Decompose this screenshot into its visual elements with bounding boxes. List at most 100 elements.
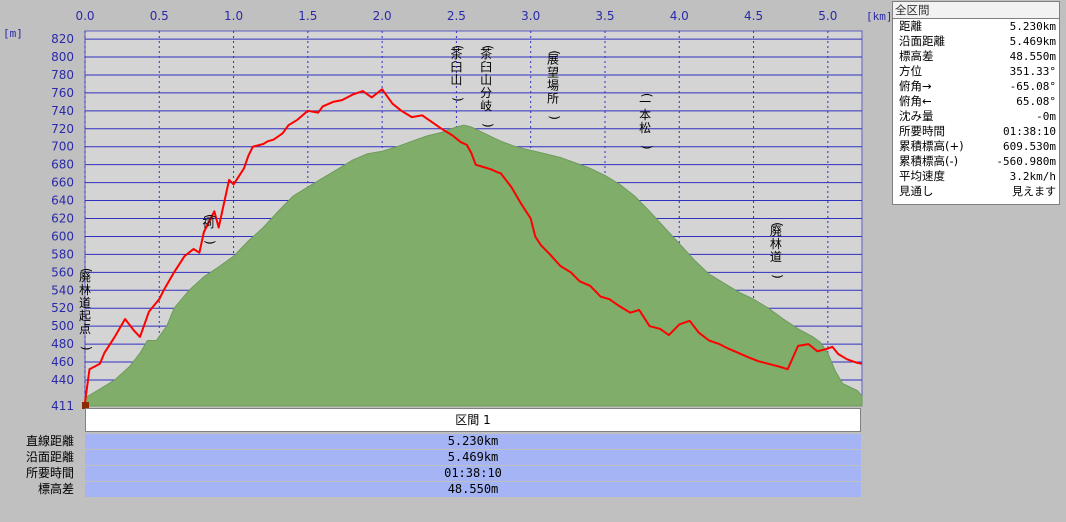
- section-row: 直線距離 5.230km: [0, 434, 866, 449]
- route-line: [84, 88, 863, 403]
- stats-row: 見通し 見えます: [893, 184, 1059, 199]
- annotations-layer: (廃林道起点) (祠) (茶臼山) (茶臼山分岐) (展望場所) (一本松) (廃林道): [79, 45, 784, 351]
- section-label: 標高差: [37, 482, 74, 496]
- stats-value: 351.33°: [1009, 65, 1056, 78]
- y-tick-label: 720: [51, 122, 74, 136]
- stats-row: 所要時間 01:38:10: [893, 124, 1059, 139]
- y-tick-label: 620: [51, 212, 74, 226]
- stats-label: 見通し: [899, 184, 934, 198]
- route-annotation: (祠): [202, 214, 217, 245]
- stats-value: 見えます: [1012, 185, 1056, 198]
- route-annotation: (茶臼山分岐): [480, 45, 495, 128]
- y-tick-label: 480: [51, 337, 74, 351]
- y-tick-label: 640: [51, 194, 74, 208]
- stats-label: 沈み量: [899, 109, 934, 123]
- stats-panel: 全区間 距離 5.230km 沿面距離 5.469km 標高差 48.550m 方位 351.…: [892, 1, 1060, 205]
- x-tick-label: 3.5: [595, 9, 614, 23]
- y-tick-label: 560: [51, 265, 74, 279]
- section-value: 5.469km: [85, 450, 861, 465]
- route-annotation: (廃林道): [770, 222, 785, 279]
- stats-value: 609.530m: [1003, 140, 1056, 153]
- stats-value: -65.08°: [1009, 80, 1056, 93]
- y-axis-ticks: 440 460 480 500 520 540 560 580 600 620 640 660 680 7…: [51, 32, 74, 413]
- stats-value: -0m: [1036, 110, 1056, 123]
- y-tick-label: 800: [51, 50, 74, 64]
- stats-panel-title: 全区間: [893, 2, 1059, 19]
- x-axis-ticks: 0.0 0.5 1.0 1.5 2.0 2.5 3.0 3.5 4.0 4.5 5.0: [75, 9, 837, 23]
- y-tick-label: 580: [51, 247, 74, 261]
- x-tick-label: 4.0: [670, 9, 689, 23]
- stats-label: 俯角←: [899, 94, 932, 108]
- stats-value: 5.469km: [1009, 35, 1056, 48]
- terrain-layer: [84, 124, 863, 407]
- stats-value: 5.230km: [1009, 20, 1056, 33]
- y-tick-label: 700: [51, 140, 74, 154]
- y-min-label: 411: [51, 399, 74, 413]
- x-tick-label: 3.0: [521, 9, 540, 23]
- x-tick-label: 0.0: [75, 9, 94, 23]
- route-layer: [84, 88, 863, 403]
- stats-row: 沈み量 -0m: [893, 109, 1059, 124]
- x-tick-label: 2.0: [373, 9, 392, 23]
- stats-value: -560.980m: [996, 155, 1056, 168]
- stats-row: 俯角← 65.08°: [893, 94, 1059, 109]
- stats-value: 65.08°: [1016, 95, 1056, 108]
- stats-value: 48.550m: [1009, 50, 1056, 63]
- stats-value: 3.2km/h: [1009, 170, 1056, 183]
- section-label: 沿面距離: [25, 450, 74, 464]
- route-annotation: (展望場所): [547, 50, 562, 120]
- y-tick-label: 780: [51, 68, 74, 82]
- stats-row: 累積標高(+) 609.530m: [893, 139, 1059, 154]
- x-tick-label: 0.5: [150, 9, 169, 23]
- section-row: 所要時間 01:38:10: [0, 466, 866, 481]
- stats-value: 01:38:10: [1003, 125, 1056, 138]
- y-tick-label: 440: [51, 373, 74, 387]
- y-tick-label: 460: [51, 355, 74, 369]
- x-tick-label: 1.0: [224, 9, 243, 23]
- x-unit-label: [km]: [866, 10, 893, 23]
- stats-label: 累積標高(-): [899, 154, 959, 168]
- stats-label: 距離: [899, 19, 922, 33]
- stats-label: 累積標高(+): [899, 139, 964, 153]
- stats-label: 所要時間: [899, 124, 945, 138]
- stats-label: 沿面距離: [899, 34, 945, 48]
- start-marker: [82, 402, 89, 409]
- x-tick-label: 5.0: [818, 9, 837, 23]
- y-tick-label: 740: [51, 104, 74, 118]
- section-header[interactable]: 区間 1: [85, 408, 861, 432]
- terrain-area: [84, 124, 863, 407]
- stats-row: 俯角→ -65.08°: [893, 79, 1059, 94]
- stats-row: 標高差 48.550m: [893, 49, 1059, 64]
- section-value: 5.230km: [85, 434, 861, 449]
- y-tick-label: 500: [51, 319, 74, 333]
- section-label: 直線距離: [25, 434, 74, 448]
- x-tick-label: 1.5: [298, 9, 317, 23]
- section-value: 48.550m: [85, 482, 861, 497]
- stats-row: 方位 351.33°: [893, 64, 1059, 79]
- stats-row: 距離 5.230km: [893, 19, 1059, 34]
- stats-label: 方位: [899, 64, 922, 78]
- x-tick-label: 2.5: [447, 9, 466, 23]
- stats-row: 平均速度 3.2km/h: [893, 169, 1059, 184]
- stats-label: 平均速度: [899, 169, 945, 183]
- section-row: 沿面距離 5.469km: [0, 450, 866, 465]
- y-tick-label: 820: [51, 32, 74, 46]
- y-tick-label: 540: [51, 283, 74, 297]
- route-annotation: (廃林道起点): [79, 268, 94, 351]
- stats-row: 沿面距離 5.469km: [893, 34, 1059, 49]
- y-tick-label: 600: [51, 229, 74, 243]
- y-unit-label: [m]: [3, 27, 23, 40]
- y-tick-label: 660: [51, 176, 74, 190]
- y-tick-label: 680: [51, 158, 74, 172]
- section-label: 所要時間: [25, 466, 74, 480]
- x-tick-label: 4.5: [744, 9, 763, 23]
- y-tick-label: 520: [51, 301, 74, 315]
- section-row: 標高差 48.550m: [0, 482, 866, 497]
- route-annotation: (茶臼山): [450, 45, 465, 102]
- stats-row: 累積標高(-) -560.980m: [893, 154, 1059, 169]
- stats-label: 標高差: [899, 49, 934, 63]
- section-value: 01:38:10: [85, 466, 861, 481]
- route-annotation: (一本松): [639, 93, 654, 150]
- stats-label: 俯角→: [899, 79, 932, 93]
